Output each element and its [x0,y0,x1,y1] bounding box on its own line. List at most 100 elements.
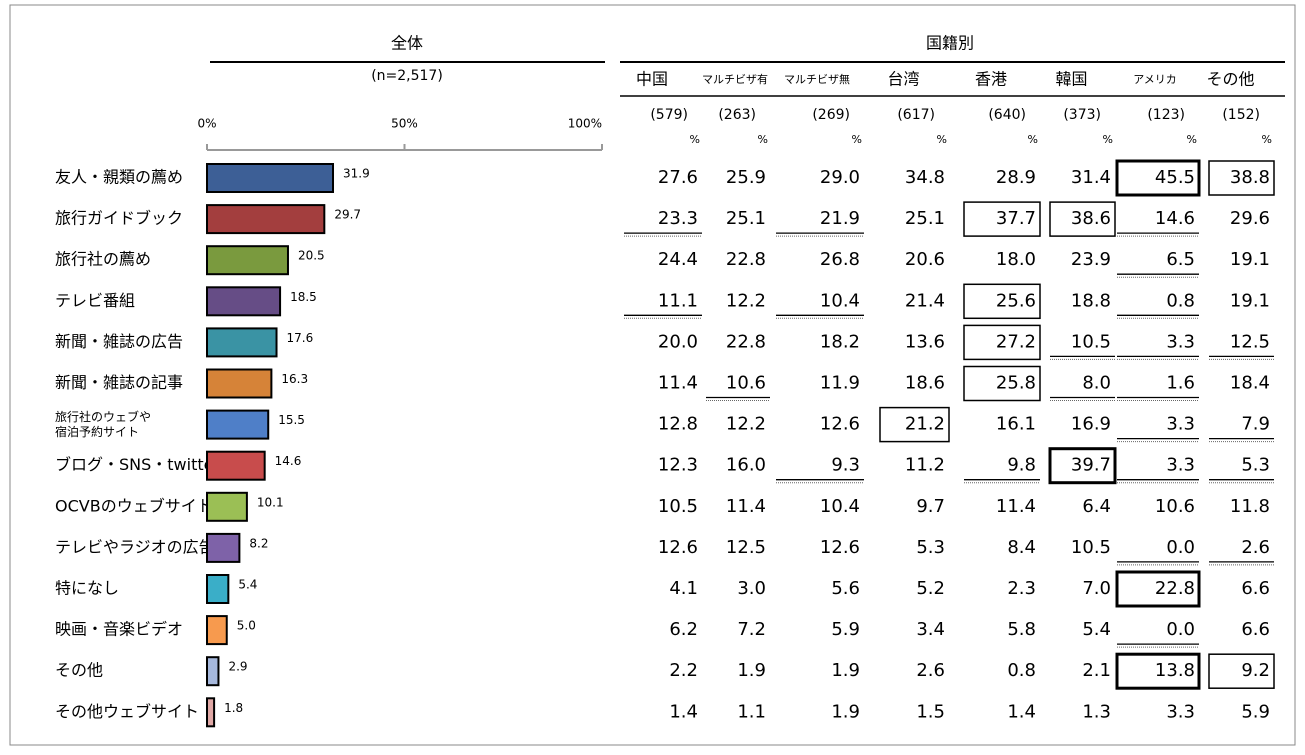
column-n: (640) [988,107,1026,123]
cell: 12.3 [658,455,698,476]
unit: % [690,133,700,146]
bar [206,409,270,440]
bar [206,245,289,276]
cell: 23.9 [1071,249,1111,270]
cell: 5.6 [831,578,860,599]
cell: 23.3 [658,208,698,229]
unit: % [1187,133,1197,146]
column-n: (152) [1222,107,1260,123]
thin-box [963,283,1041,320]
unit: % [852,133,862,146]
column-header: アメリカ [1133,73,1176,86]
cell: 7.9 [1241,414,1270,435]
thin-box [963,201,1041,237]
cell: 9.7 [916,496,945,517]
cell: 39.7 [1071,455,1111,476]
cell: 45.5 [1155,167,1195,188]
bar [206,574,230,604]
cell: 12.6 [658,537,698,558]
cell: 3.3 [1166,455,1195,476]
thin-box [879,406,950,443]
cell: 9.2 [1241,660,1270,681]
cell: 18.2 [820,331,860,352]
cell: 22.8 [726,249,766,270]
cell: 7.2 [737,619,766,640]
cell: 18.0 [996,249,1036,270]
cell: 1.4 [1007,701,1036,722]
x-tick-label: 0% [197,117,216,131]
cell: 38.6 [1071,208,1111,229]
category-label: その他ウェブサイト [55,702,199,721]
unit: % [1028,133,1038,146]
cell: 16.9 [1071,414,1111,435]
cell: 11.4 [996,496,1036,517]
cell: 1.1 [737,701,766,722]
cell: 27.6 [658,167,698,188]
cell: 13.6 [905,331,945,352]
bar [206,368,273,399]
cell: 0.0 [1166,537,1195,558]
bar [206,327,278,358]
chart-subtitle: (n=2,517) [371,68,443,84]
thick-box [1115,570,1201,608]
column-n: (269) [812,107,850,123]
cell: 21.9 [820,208,860,229]
value-label: 20.5 [298,249,325,263]
cell: 6.2 [669,619,698,640]
cell: 8.0 [1082,373,1111,394]
category-label: 新聞・雑誌の広告 [55,332,183,351]
cell: 0.0 [1166,619,1195,640]
cell: 9.8 [1007,455,1036,476]
cell: 19.1 [1230,249,1270,270]
column-header: マルチビザ有 [702,72,768,86]
column-header: 台湾 [887,70,919,89]
unit: % [937,133,947,146]
cell: 10.5 [1071,537,1111,558]
cell: 11.4 [726,496,766,517]
value-label: 31.9 [343,167,370,181]
cell: 2.2 [669,660,698,681]
bar [206,656,220,687]
cell: 1.6 [1166,373,1195,394]
column-n: (373) [1063,107,1101,123]
cell: 1.5 [916,701,945,722]
cell: 8.4 [1007,537,1036,558]
frame [9,4,1296,746]
value-label: 15.5 [278,413,305,427]
unit: % [1262,133,1272,146]
category-label: 特になし [55,579,119,598]
cell: 12.2 [726,290,766,311]
cell: 1.9 [831,701,860,722]
category-label: 旅行ガイドブック [55,209,183,228]
bar [206,697,216,728]
column-n: (579) [650,107,688,123]
cell: 20.0 [658,331,698,352]
cell: 2.3 [1007,578,1036,599]
table-title: 国籍別 [926,34,974,53]
column-header: マルチビザ無 [784,72,850,86]
value-label: 18.5 [290,290,317,304]
cell: 9.3 [831,455,860,476]
cell: 10.6 [726,373,766,394]
column-header: 香港 [975,70,1007,89]
cell: 24.4 [658,249,698,270]
thick-box [1048,447,1117,485]
cell: 3.0 [737,578,766,599]
cell: 11.4 [658,373,698,394]
cell: 11.2 [905,455,945,476]
cell: 25.1 [905,208,945,229]
cell: 5.4 [1082,619,1111,640]
value-label: 16.3 [281,372,308,386]
cell: 6.5 [1166,249,1195,270]
value-label: 10.1 [257,495,284,509]
column-header: 韓国 [1055,70,1087,89]
cell: 29.6 [1230,208,1270,229]
category-label: テレビ番組 [55,291,135,310]
cell: 1.4 [669,701,698,722]
value-label: 5.4 [238,578,257,592]
cell: 5.3 [916,537,945,558]
cell: 38.8 [1230,167,1270,188]
column-n: (263) [718,107,756,123]
cell: 12.5 [726,537,766,558]
